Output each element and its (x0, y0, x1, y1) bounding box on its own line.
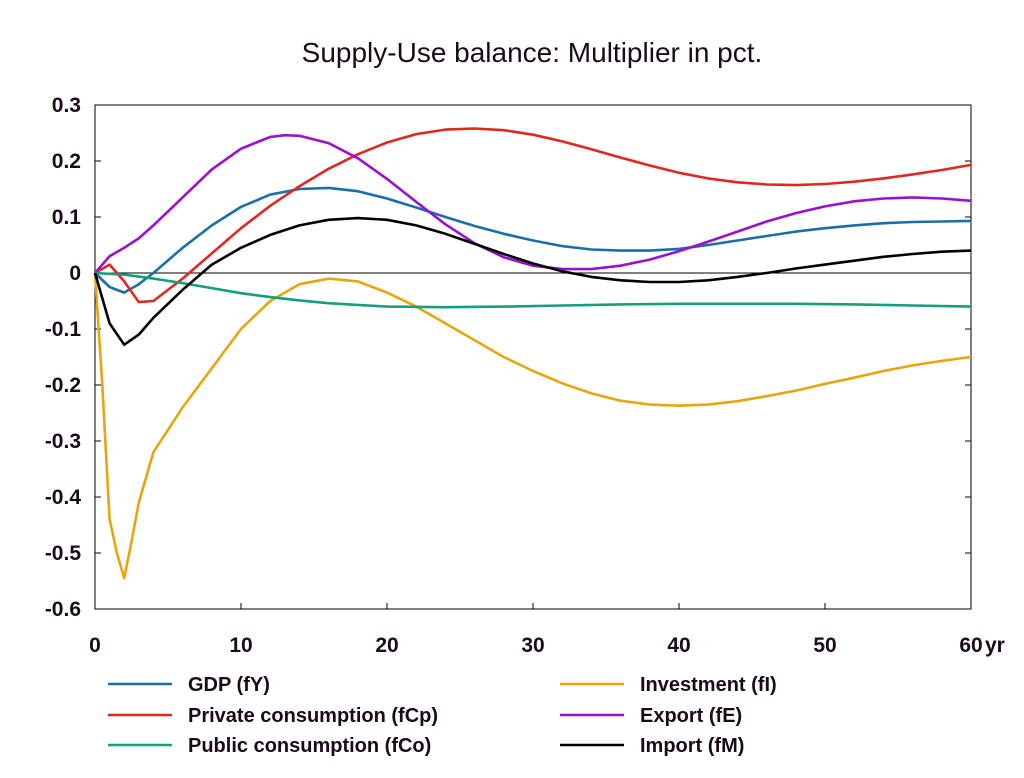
y-tick-label: 0.2 (52, 150, 81, 173)
series-line-export-fe (94, 133, 972, 274)
y-tick-label: -0.4 (45, 486, 82, 509)
legend-item-gdp-fy: GDP (fY) (108, 674, 270, 696)
legend-label: Public consumption (fCo) (188, 735, 431, 757)
chart-title: Supply-Use balance: Multiplier in pct. (302, 37, 763, 68)
y-tick-label: 0.3 (52, 94, 81, 117)
legend-label: Private consumption (fCp) (188, 705, 438, 727)
legend-item-investment-fi: Investment (fI) (560, 674, 777, 696)
y-tick-label: -0.1 (45, 318, 82, 341)
axes: 0.3 0.2 0.1 0 -0.1 -0.2 -0.3 -0.4 -0.5 -0.6 0 10 20 3… (45, 94, 1005, 657)
x-tick-label: 20 (375, 634, 398, 657)
legend: GDP (fY) Investment (fI) Private consumpti… (108, 674, 777, 757)
x-tick-label: 60 (959, 634, 982, 657)
y-tick-label: 0 (69, 262, 81, 285)
plot-frame (94, 104, 972, 610)
x-tick-label: 40 (667, 634, 690, 657)
legend-item-export-fe: Export (fE) (560, 705, 742, 727)
x-tick-label: 50 (813, 634, 836, 657)
series-lines (93, 127, 972, 580)
legend-label: GDP (fY) (188, 674, 270, 696)
legend-label: Import (fM) (640, 735, 744, 757)
x-tick-label: 10 (229, 634, 252, 657)
y-tick-label: -0.6 (45, 598, 81, 621)
legend-item-private-consumption-fcp: Private consumption (fCp) (108, 705, 438, 727)
legend-label: Export (fE) (640, 705, 742, 727)
series-line-investment-fi (93, 272, 972, 580)
x-tick-label: 0 (89, 634, 101, 657)
y-tick-label: -0.3 (45, 430, 81, 453)
y-tick-label: -0.5 (45, 542, 82, 565)
legend-label: Investment (fI) (640, 674, 777, 696)
legend-item-import-fm: Import (fM) (560, 735, 744, 757)
x-unit-label: yr (985, 634, 1005, 657)
y-tick-label: 0.1 (52, 206, 82, 229)
x-tick-label: 30 (521, 634, 544, 657)
legend-item-public-consumption-fco: Public consumption (fCo) (108, 735, 431, 757)
series-line-import-fm (93, 216, 972, 346)
y-tick-label: -0.2 (45, 374, 81, 397)
series-line-public-consumption-fco (94, 271, 972, 309)
series-line-private-consumption-fcp (94, 127, 972, 304)
series-line-gdp-fy (94, 186, 972, 294)
